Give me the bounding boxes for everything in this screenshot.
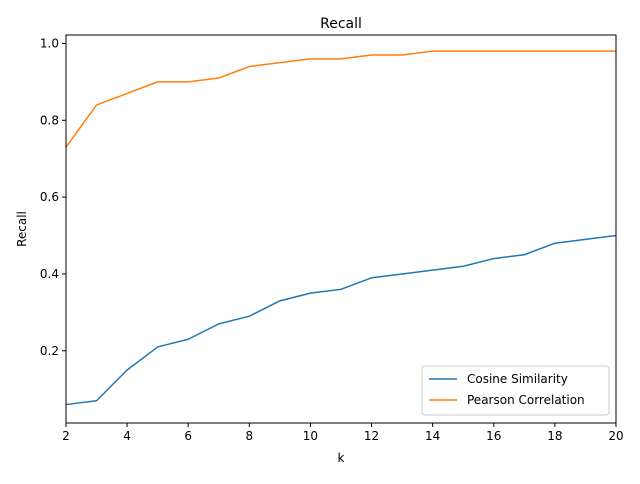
- series-line-cosine-similarity: [65, 234, 617, 406]
- x-tick-label: 12: [364, 429, 379, 443]
- y-tick-label: 1.0: [40, 36, 59, 50]
- chart-title: Recall: [320, 16, 362, 32]
- x-tick-label: 18: [547, 429, 562, 443]
- axes-frame: [65, 34, 617, 424]
- x-tick-label: 20: [608, 429, 623, 443]
- legend-label: Cosine Similarity: [467, 372, 568, 386]
- y-axis-label: Recall: [15, 211, 29, 247]
- legend: Cosine Similarity Pearson Correlation: [421, 365, 610, 416]
- x-tick-label: 14: [425, 429, 440, 443]
- x-axis-label: k: [338, 451, 345, 465]
- x-tick-label: 8: [246, 429, 254, 443]
- ticks-layer: 2 4 6 8 10 12 14 16 18 20 0.2 0.4 0.6 0.8 1.0: [40, 36, 624, 443]
- series-layer: [65, 50, 617, 406]
- y-tick-label: 0.8: [40, 113, 59, 127]
- x-tick-label: 2: [62, 429, 70, 443]
- series-line-pearson-correlation: [65, 50, 616, 148]
- legend-box: [421, 365, 610, 416]
- x-tick-label: 16: [486, 429, 501, 443]
- legend-label: Pearson Correlation: [467, 393, 585, 407]
- y-tick-label: 0.2: [40, 344, 59, 358]
- y-tick-label: 0.4: [40, 267, 59, 281]
- x-tick-label: 10: [303, 429, 318, 443]
- y-tick-label: 0.6: [40, 190, 59, 204]
- x-tick-label: 4: [123, 429, 131, 443]
- x-tick-label: 6: [184, 429, 192, 443]
